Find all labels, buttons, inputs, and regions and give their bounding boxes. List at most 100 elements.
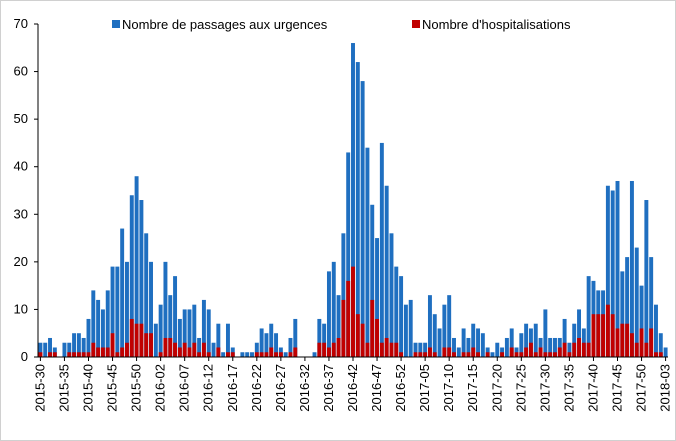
- bar: [288, 352, 293, 357]
- x-tick-label: 2017-50: [634, 364, 649, 412]
- bar: [355, 62, 360, 358]
- bar: [543, 352, 548, 357]
- bar: [509, 347, 514, 357]
- x-tick-label: 2017-30: [537, 364, 552, 412]
- x-tick-label: 2016-42: [345, 364, 360, 412]
- bar: [38, 352, 43, 357]
- bar: [427, 347, 432, 357]
- bar: [91, 342, 96, 357]
- x-tick-label: 2016-47: [369, 364, 384, 412]
- bar: [317, 318, 322, 357]
- bar: [48, 337, 52, 357]
- bar: [278, 352, 283, 357]
- bar: [134, 323, 139, 357]
- bar: [375, 238, 380, 357]
- bar: [663, 347, 668, 357]
- bar: [105, 347, 110, 357]
- bar: [471, 323, 476, 357]
- bar: [399, 352, 404, 357]
- y-tick-label: 30: [14, 206, 28, 221]
- x-tick-label: 2016-07: [177, 364, 192, 412]
- bar: [504, 337, 509, 357]
- bar: [500, 352, 505, 357]
- x-tick-label: 2015-45: [105, 364, 120, 412]
- bar: [274, 352, 279, 357]
- bar: [399, 276, 404, 357]
- x-tick-label: 2017-40: [585, 364, 600, 412]
- bar: [370, 299, 375, 357]
- bar: [139, 323, 144, 357]
- x-tick-label: 2017-25: [513, 364, 528, 412]
- bar: [120, 347, 125, 357]
- bar: [163, 337, 168, 357]
- x-tick-label: 2016-22: [249, 364, 264, 412]
- bar: [225, 352, 230, 357]
- bar: [562, 318, 567, 357]
- bar: [240, 352, 245, 357]
- bar: [120, 228, 125, 357]
- bar: [548, 352, 553, 357]
- bar: [370, 204, 375, 357]
- bar: [144, 333, 149, 357]
- bar: [418, 342, 423, 357]
- bar: [649, 328, 654, 357]
- bar: [168, 295, 173, 357]
- bar: [173, 276, 178, 357]
- bar: [168, 337, 173, 357]
- bar: [177, 347, 182, 357]
- bar: [634, 247, 639, 357]
- bar: [423, 352, 428, 357]
- bar: [288, 337, 293, 357]
- bar: [524, 347, 529, 357]
- bar: [163, 261, 168, 357]
- bar: [658, 352, 663, 357]
- bar: [538, 347, 543, 357]
- bar: [216, 347, 221, 357]
- bar: [519, 333, 524, 357]
- bar: [394, 342, 399, 357]
- bar: [360, 81, 365, 357]
- bar: [225, 323, 230, 357]
- bar: [586, 276, 591, 357]
- bar: [379, 142, 384, 357]
- bar: [43, 342, 48, 357]
- bar: [259, 328, 264, 357]
- x-tick-label: 2017-15: [465, 364, 480, 412]
- bar: [124, 342, 129, 357]
- bar: [577, 337, 582, 357]
- bar: [365, 342, 370, 357]
- bar: [490, 352, 495, 357]
- bar: [216, 323, 221, 357]
- bar: [129, 318, 134, 357]
- bar: [48, 352, 52, 357]
- bar: [533, 352, 538, 357]
- bar: [158, 352, 163, 357]
- bar: [365, 147, 370, 357]
- bar: [86, 352, 91, 357]
- bar: [76, 352, 81, 357]
- bar: [254, 352, 259, 357]
- bar: [466, 352, 471, 357]
- bar: [615, 328, 620, 357]
- bar: [81, 337, 86, 357]
- bar: [91, 290, 96, 357]
- bar: [495, 342, 500, 357]
- x-tick-label: 2016-37: [321, 364, 336, 412]
- bar: [447, 295, 452, 357]
- bar: [553, 352, 557, 357]
- bar: [153, 323, 158, 357]
- bar: [134, 176, 139, 357]
- bar: [413, 342, 418, 357]
- bar: [293, 318, 298, 357]
- bar: [67, 352, 72, 357]
- bar: [605, 185, 610, 357]
- y-tick-label: 0: [21, 349, 28, 364]
- bar: [206, 309, 211, 357]
- bar: [427, 295, 432, 357]
- bar: [403, 304, 408, 357]
- bar: [149, 261, 153, 357]
- x-tick-label: 2015-40: [80, 364, 95, 412]
- bar: [567, 352, 572, 357]
- bar: [230, 352, 235, 357]
- bar: [182, 342, 187, 357]
